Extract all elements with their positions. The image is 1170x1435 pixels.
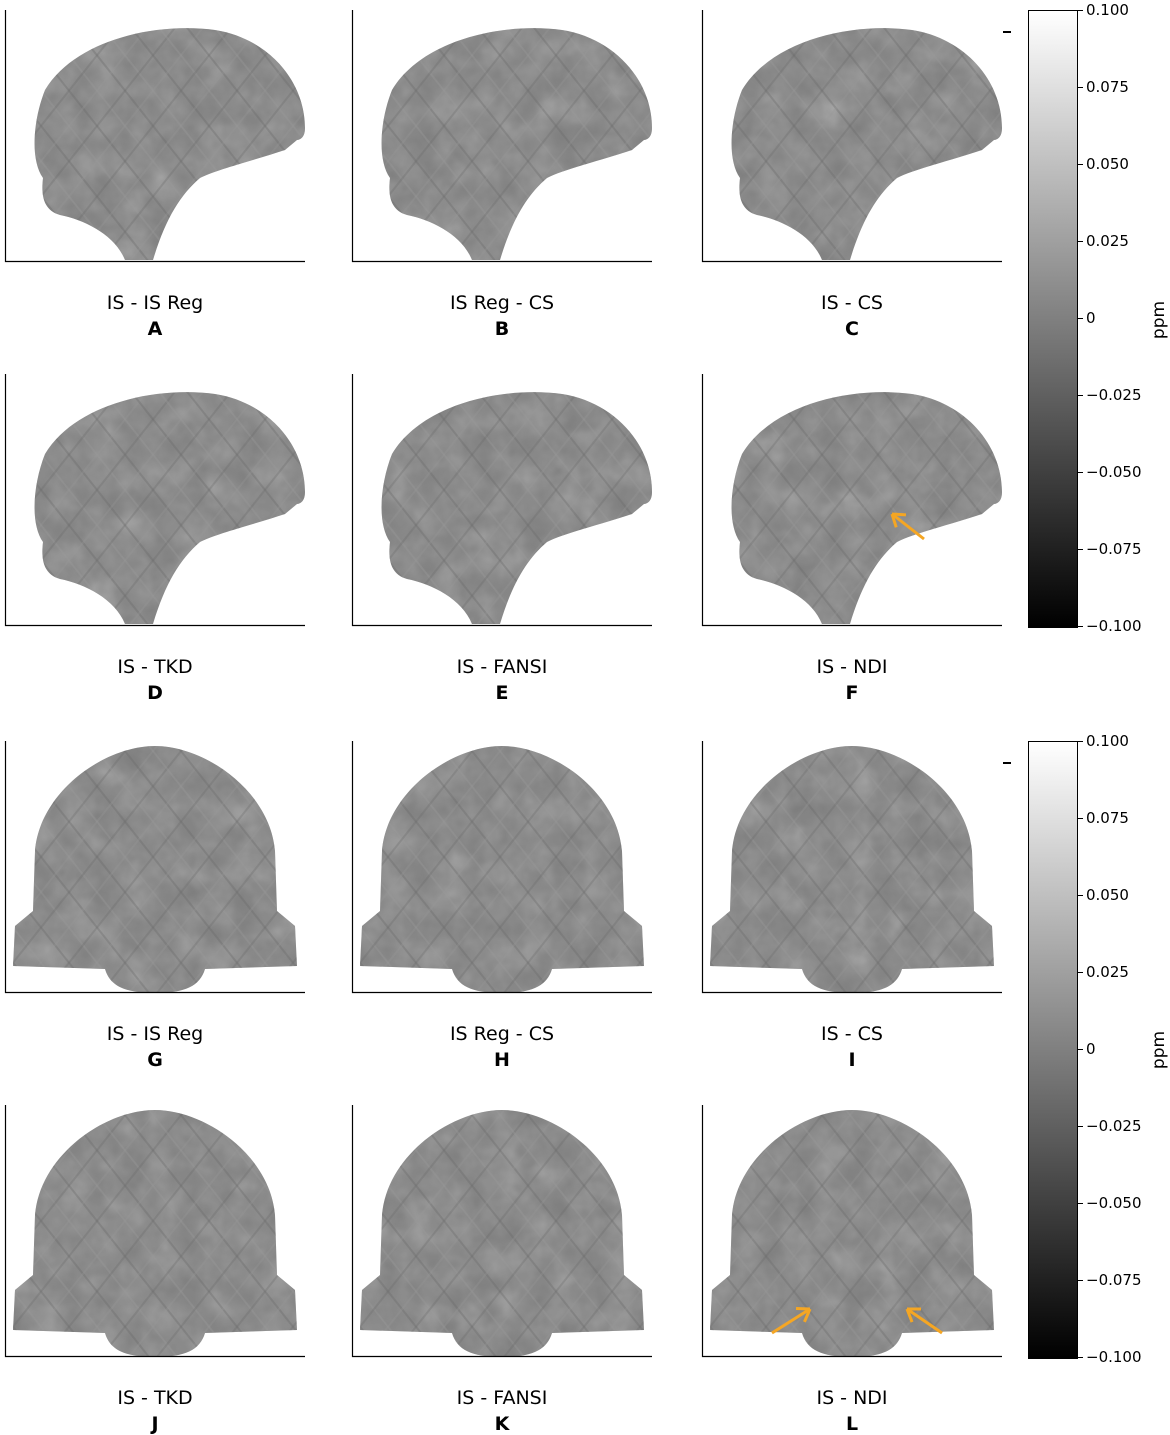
brain-slice-image [352,10,652,262]
panel-letter: K [352,1413,652,1435]
panel-caption: IS - NDI [702,1387,1002,1409]
panel-caption: IS - NDI [702,656,1002,678]
brain-slice-image [702,10,1002,262]
colorbar-tick-label: −0.075 [1086,541,1142,557]
colorbar-bottom-dash [1003,762,1011,764]
brain-slice-image [352,374,652,626]
panel-letter: J [5,1413,305,1435]
panel-caption: IS - CS [702,1023,1002,1045]
colorbar-tick-label: 0.050 [1086,156,1129,172]
colorbar-tick-label: 0.075 [1086,810,1129,826]
colorbar-tick-label: −0.075 [1086,1272,1142,1288]
panel-letter: B [352,318,652,340]
colorbar-tick-label: 0.100 [1086,2,1129,18]
panel-caption: IS - CS [702,292,1002,314]
brain-slice-image [702,741,1002,993]
colorbar-tick-label: 0.050 [1086,887,1129,903]
colorbar-bottom-label: ppm [1149,1031,1169,1069]
panel-caption: IS - FANSI [352,656,652,678]
panel-letter: F [702,682,1002,704]
panel-letter: H [352,1049,652,1071]
brain-slice-image [352,1105,652,1357]
panel-caption: IS - IS Reg [5,1023,305,1045]
colorbar-top-label: ppm [1149,301,1169,339]
colorbar-tick-label: −0.025 [1086,387,1142,403]
colorbar-tick-label: −0.025 [1086,1118,1142,1134]
panel-letter: L [702,1413,1002,1435]
panel-letter: E [352,682,652,704]
panel-caption: IS Reg - CS [352,1023,652,1045]
colorbar-tick-label: −0.100 [1086,618,1142,634]
panel-caption: IS - TKD [5,656,305,678]
panel-letter: C [702,318,1002,340]
colorbar-tick-label: 0 [1086,1041,1096,1057]
brain-slice-image [5,741,305,993]
panel-caption: IS - TKD [5,1387,305,1409]
brain-slice-image [5,374,305,626]
colorbar-bottom [1028,741,1078,1359]
brain-slice-image [352,741,652,993]
colorbar-tick-label: −0.100 [1086,1349,1142,1365]
colorbar-tick-label: −0.050 [1086,464,1142,480]
panel-caption: IS - IS Reg [5,292,305,314]
colorbar-tick-label: 0.075 [1086,79,1129,95]
panel-letter: G [5,1049,305,1071]
colorbar-top [1028,10,1078,628]
brain-slice-image [702,1105,1002,1357]
colorbar-tick-label: 0.100 [1086,733,1129,749]
panel-letter: I [702,1049,1002,1071]
panel-caption: IS - FANSI [352,1387,652,1409]
panel-caption: IS Reg - CS [352,292,652,314]
panel-letter: A [5,318,305,340]
brain-slice-image [5,10,305,262]
brain-slice-image [5,1105,305,1357]
colorbar-tick-label: 0 [1086,310,1096,326]
colorbar-tick-label: 0.025 [1086,233,1129,249]
colorbar-tick-label: −0.050 [1086,1195,1142,1211]
panel-letter: D [5,682,305,704]
colorbar-tick-label: 0.025 [1086,964,1129,980]
colorbar-top-dash [1003,31,1011,33]
brain-slice-image [702,374,1002,626]
